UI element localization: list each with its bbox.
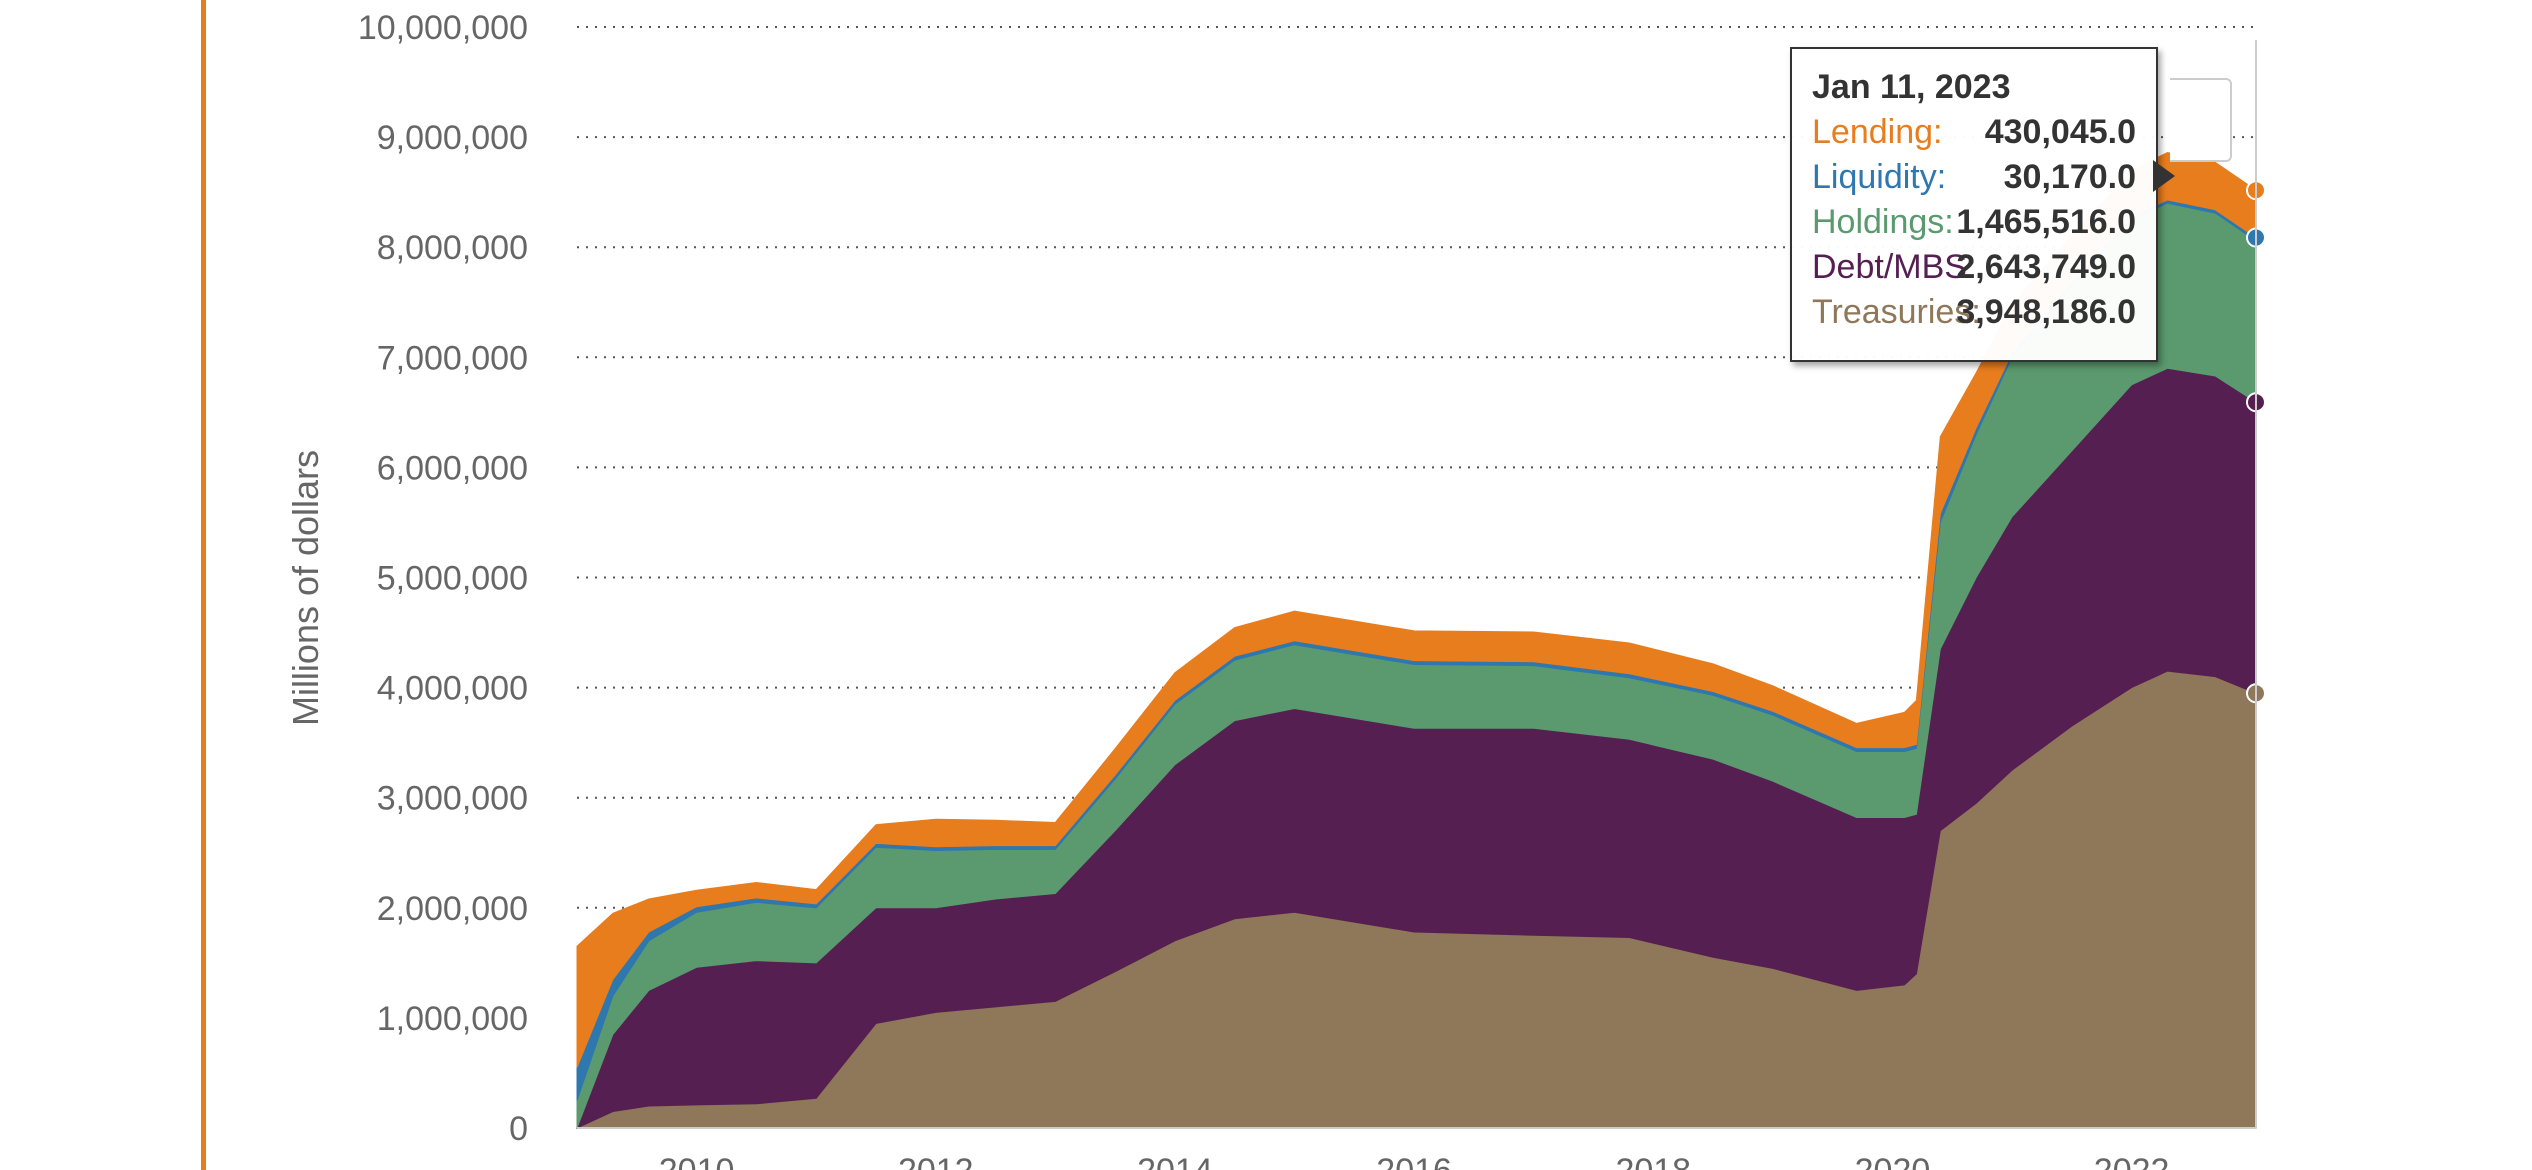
y-tick-label: 8,000,000 [377,229,528,267]
tooltip-row-holdings: Holdings: 1,465,516.0 [1812,200,2136,245]
tooltip-row-liquidity: Liquidity: 30,170.0 [1812,155,2136,200]
x-tick-label: 2018 [1615,1152,1691,1170]
y-axis-ticks: 0 1,000,000 2,000,000 3,000,000 4,000,000 5,0… [358,9,528,1148]
y-tick-label: 7,000,000 [377,339,528,377]
tooltip-label: Liquidity: [1812,158,1947,196]
x-tick-label: 2020 [1855,1152,1931,1170]
x-tick-label: 2014 [1137,1152,1213,1170]
tooltip-value: 1,465,516.0 [1956,203,2136,241]
tooltip-value: 430,045.0 [1984,113,2136,151]
tooltip-value: 3,948,186.0 [1956,293,2136,331]
x-tick-label: 2010 [659,1152,735,1170]
x-tick-label: 2012 [898,1152,974,1170]
tooltip-value: 30,170.0 [2003,158,2136,196]
x-tick-label: 2022 [2094,1152,2170,1170]
tooltip-label: Debt/MBS: [1812,248,1977,286]
export-menu-button[interactable] [2170,78,2232,162]
tooltip-date: Jan 11, 2023 [1812,68,2011,106]
y-tick-label: 4,000,000 [377,670,528,708]
y-tick-label: 5,000,000 [377,560,528,598]
tooltip-label: Holdings: [1812,203,1954,241]
tooltip-label: Treasuries: [1812,293,1981,331]
series-areas [576,151,2257,1129]
y-tick-label: 0 [509,1110,528,1148]
tooltip-row-lending: Lending: 430,045.0 [1812,110,2136,155]
y-tick-label: 10,000,000 [358,9,528,47]
y-tick-label: 1,000,000 [377,1000,528,1038]
chart-tooltip: Jan 11, 2023 Lending: 430,045.0 Liquidit… [1790,47,2158,362]
tooltip-row-debt-mbs: Debt/MBS: 2,643,749.0 [1812,245,2136,290]
y-tick-label: 9,000,000 [377,119,528,157]
y-tick-label: 2,000,000 [377,890,528,928]
tooltip-pointer [2153,160,2175,192]
tooltip-row-treasuries: Treasuries: 3,948,186.0 [1812,290,2136,335]
y-axis-label: Millions of dollars [285,450,326,726]
left-accent-bar [201,0,206,1170]
tooltip-label: Lending: [1812,113,1943,151]
y-tick-label: 6,000,000 [377,449,528,487]
tooltip-value: 2,643,749.0 [1956,248,2136,286]
x-axis-ticks: 2010 2012 2014 2016 2018 2020 2022 [659,1152,2170,1170]
x-tick-label: 2016 [1376,1152,1452,1170]
y-tick-label: 3,000,000 [377,780,528,818]
